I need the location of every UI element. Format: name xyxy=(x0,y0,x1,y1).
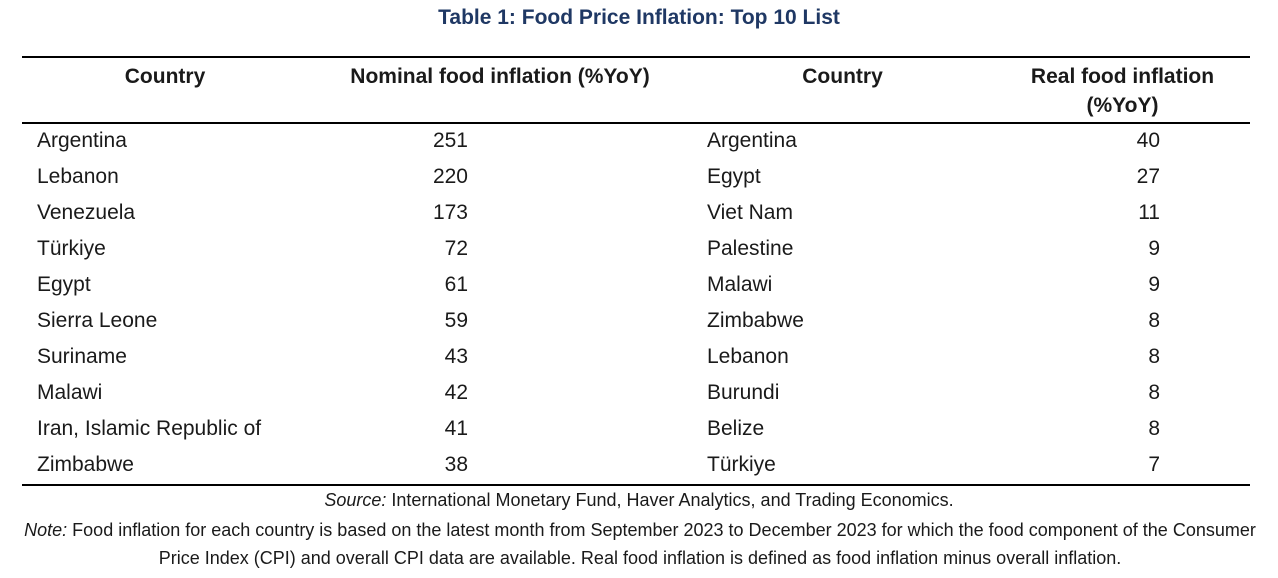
table-row: Lebanon 220 Egypt 27 xyxy=(0,159,1278,195)
real-value-cell: 8 xyxy=(1148,381,1160,404)
real-country-cell: Argentina xyxy=(707,129,797,152)
nominal-country-cell: Malawi xyxy=(37,381,103,404)
real-value-cell: 40 xyxy=(1136,129,1160,152)
table-row: Egypt 61 Malawi 9 xyxy=(0,267,1278,303)
real-country-cell: Viet Nam xyxy=(707,201,793,224)
source-text: International Monetary Fund, Haver Analy… xyxy=(391,490,954,510)
real-value-cell: 27 xyxy=(1136,165,1160,188)
real-value-cell: 7 xyxy=(1148,453,1160,476)
real-value-cell: 8 xyxy=(1148,417,1160,440)
header-country-left: Country xyxy=(124,65,206,88)
table-row: Iran, Islamic Republic of 41 Belize 8 xyxy=(0,411,1278,447)
real-value-cell: 8 xyxy=(1148,309,1160,332)
real-country-cell: Burundi xyxy=(707,381,780,404)
header-country-right: Country xyxy=(802,65,883,88)
nominal-value-cell: 43 xyxy=(444,345,468,368)
real-country-cell: Palestine xyxy=(707,237,794,260)
nominal-value-cell: 59 xyxy=(444,309,468,332)
real-value-cell: 9 xyxy=(1148,237,1160,260)
real-country-cell: Lebanon xyxy=(707,345,789,368)
real-country-cell: Zimbabwe xyxy=(707,309,804,332)
header-nominal-inflation: Nominal food inflation (%YoY) xyxy=(350,65,650,88)
note-label: Note: xyxy=(24,520,68,540)
nominal-value-cell: 173 xyxy=(432,201,468,224)
real-country-cell: Malawi xyxy=(707,273,773,296)
source-label: Source: xyxy=(324,490,387,510)
header-rule xyxy=(22,122,1250,124)
nominal-country-cell: Argentina xyxy=(37,129,127,152)
table-row: Malawi 42 Burundi 8 xyxy=(0,375,1278,411)
real-value-cell: 9 xyxy=(1148,273,1160,296)
nominal-country-cell: Türkiye xyxy=(37,237,106,260)
nominal-country-cell: Suriname xyxy=(37,345,127,368)
nominal-country-cell: Venezuela xyxy=(37,201,136,224)
nominal-value-cell: 42 xyxy=(444,381,468,404)
real-value-cell: 8 xyxy=(1148,345,1160,368)
source-line: Source: International Monetary Fund, Hav… xyxy=(0,488,1278,512)
table-row: Argentina 251 Argentina 40 xyxy=(0,123,1278,159)
nominal-value-cell: 72 xyxy=(444,237,468,260)
nominal-value-cell: 38 xyxy=(444,453,468,476)
nominal-country-cell: Zimbabwe xyxy=(37,453,134,476)
table-row: Venezuela 173 Viet Nam 11 xyxy=(0,195,1278,231)
note-text: Food inflation for each country is based… xyxy=(72,520,1256,568)
header-real-line1: Real food inflation xyxy=(1030,65,1215,88)
table-row: Sierra Leone 59 Zimbabwe 8 xyxy=(0,303,1278,339)
table-body: Argentina 251 Argentina 40 Lebanon 220 E… xyxy=(0,123,1278,483)
real-country-cell: Türkiye xyxy=(707,453,776,476)
nominal-country-cell: Sierra Leone xyxy=(37,309,158,332)
nominal-country-cell: Iran, Islamic Republic of xyxy=(37,417,262,440)
nominal-country-cell: Egypt xyxy=(37,273,91,296)
header-real-inflation: Real food inflation (%YoY) xyxy=(995,62,1250,120)
header-real-line2: (%YoY) xyxy=(1086,94,1159,117)
nominal-value-cell: 251 xyxy=(432,129,468,152)
top-rule xyxy=(22,56,1250,58)
real-country-cell: Belize xyxy=(707,417,765,440)
table-row: Türkiye 72 Palestine 9 xyxy=(0,231,1278,267)
nominal-value-cell: 220 xyxy=(432,165,468,188)
nominal-value-cell: 41 xyxy=(444,417,468,440)
note-paragraph: Note: Food inflation for each country is… xyxy=(20,516,1260,572)
nominal-value-cell: 61 xyxy=(444,273,468,296)
table-title: Table 1: Food Price Inflation: Top 10 Li… xyxy=(438,6,840,29)
table-row: Zimbabwe 38 Türkiye 7 xyxy=(0,447,1278,483)
real-country-cell: Egypt xyxy=(707,165,761,188)
real-value-cell: 11 xyxy=(1138,201,1160,224)
bottom-rule xyxy=(22,484,1250,486)
nominal-country-cell: Lebanon xyxy=(37,165,119,188)
table-row: Suriname 43 Lebanon 8 xyxy=(0,339,1278,375)
